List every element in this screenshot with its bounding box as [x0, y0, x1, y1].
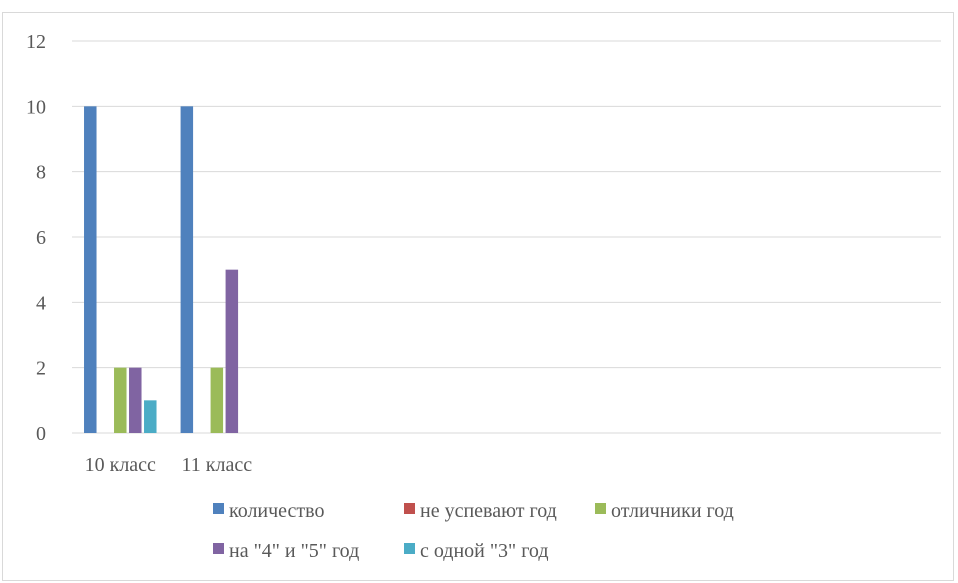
bar	[129, 367, 142, 433]
y-tick-label: 8	[36, 162, 46, 184]
y-tick-label: 4	[36, 292, 46, 314]
legend-swatch	[595, 503, 606, 514]
y-tick-label: 12	[26, 31, 46, 53]
x-category-label: 11 класс	[182, 454, 253, 476]
legend-label: количество	[229, 500, 324, 522]
legend-label: не успевают год	[420, 500, 557, 522]
bar	[84, 106, 97, 433]
bar	[180, 106, 194, 433]
legend-label: с одной "3" год	[420, 540, 549, 562]
legend-label: отличники год	[611, 500, 734, 522]
bar	[210, 367, 224, 433]
y-tick-label: 0	[36, 423, 46, 445]
legend-label: на "4" и "5" год	[229, 540, 359, 562]
y-tick-label: 2	[36, 358, 46, 380]
bar	[225, 269, 239, 433]
legend-swatch	[213, 543, 224, 554]
y-tick-label: 10	[26, 96, 46, 118]
bar	[114, 367, 127, 433]
x-category-label: 10 класс	[85, 454, 156, 476]
legend-swatch	[404, 543, 415, 554]
legend-swatch	[213, 503, 224, 514]
legend-swatch	[404, 503, 415, 514]
y-tick-label: 6	[36, 227, 46, 249]
bar	[144, 400, 157, 433]
